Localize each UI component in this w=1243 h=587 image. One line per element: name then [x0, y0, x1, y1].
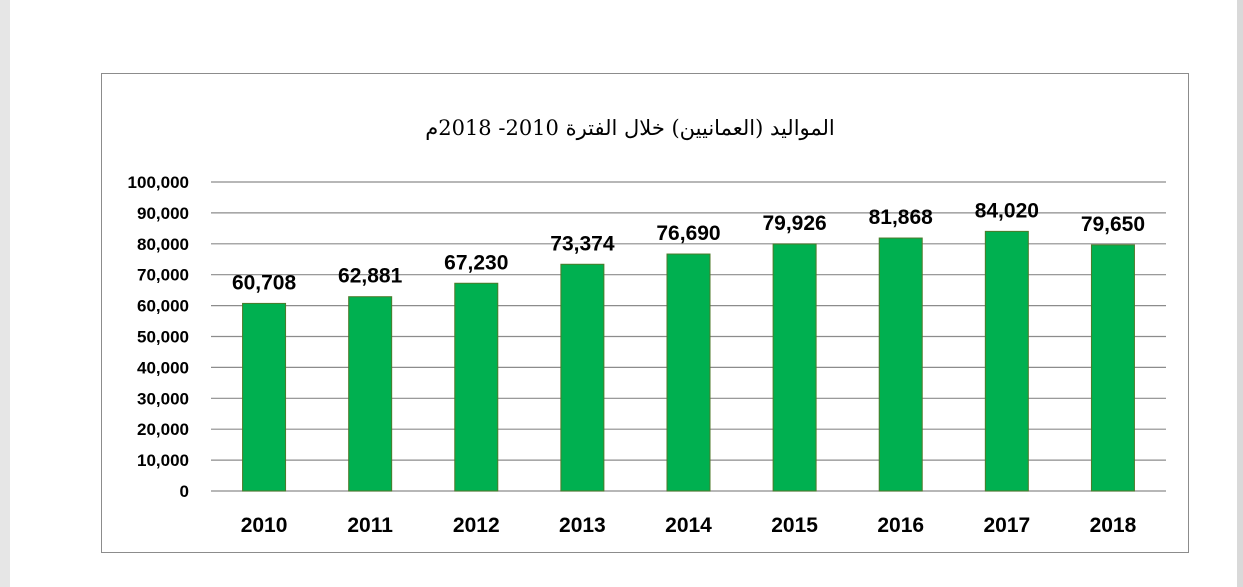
- bar: [560, 263, 605, 492]
- x-category-label: 2018: [1090, 514, 1137, 537]
- bar: [878, 237, 923, 492]
- data-label: 81,868: [869, 206, 934, 229]
- x-category-label: 2013: [559, 514, 606, 537]
- data-label: 76,690: [656, 222, 720, 245]
- data-label: 62,881: [338, 265, 403, 288]
- y-tick-label: 40,000: [137, 358, 189, 377]
- bar: [348, 296, 393, 492]
- x-category-label: 2010: [241, 514, 288, 537]
- bar: [454, 282, 499, 492]
- bar: [242, 302, 287, 492]
- bar: [666, 253, 711, 492]
- y-tick-label: 90,000: [137, 204, 189, 223]
- bar: [1090, 244, 1135, 492]
- data-label: 79,650: [1081, 213, 1145, 236]
- x-category-label: 2016: [877, 514, 924, 537]
- page-right-margin: [1237, 0, 1243, 587]
- bar: [772, 243, 817, 492]
- x-category-label: 2012: [453, 514, 500, 537]
- y-tick-label: 50,000: [137, 328, 189, 347]
- y-tick-label: 60,000: [137, 297, 189, 316]
- chart-frame: [101, 73, 1189, 553]
- y-tick-label: 20,000: [137, 420, 189, 439]
- x-category-label: 2017: [983, 514, 1030, 537]
- bar: [984, 230, 1029, 492]
- data-label: 84,020: [975, 199, 1039, 222]
- x-category-label: 2011: [347, 514, 393, 537]
- y-tick-label: 70,000: [137, 266, 189, 285]
- y-tick-label: 30,000: [137, 389, 189, 408]
- y-tick-label: 100,000: [128, 173, 189, 192]
- data-label: 60,708: [232, 271, 297, 294]
- data-label: 79,926: [762, 212, 826, 235]
- x-category-label: 2015: [771, 514, 818, 537]
- chart-title: المواليد (العمانيين) خلال الفترة 2010- 2…: [425, 116, 835, 140]
- data-label: 73,374: [550, 232, 615, 255]
- y-tick-label: 10,000: [137, 451, 189, 470]
- y-tick-label: 0: [180, 482, 189, 501]
- y-tick-label: 80,000: [137, 235, 189, 254]
- data-label: 67,230: [444, 251, 508, 274]
- page-left-margin: [0, 0, 10, 587]
- x-category-label: 2014: [665, 514, 712, 537]
